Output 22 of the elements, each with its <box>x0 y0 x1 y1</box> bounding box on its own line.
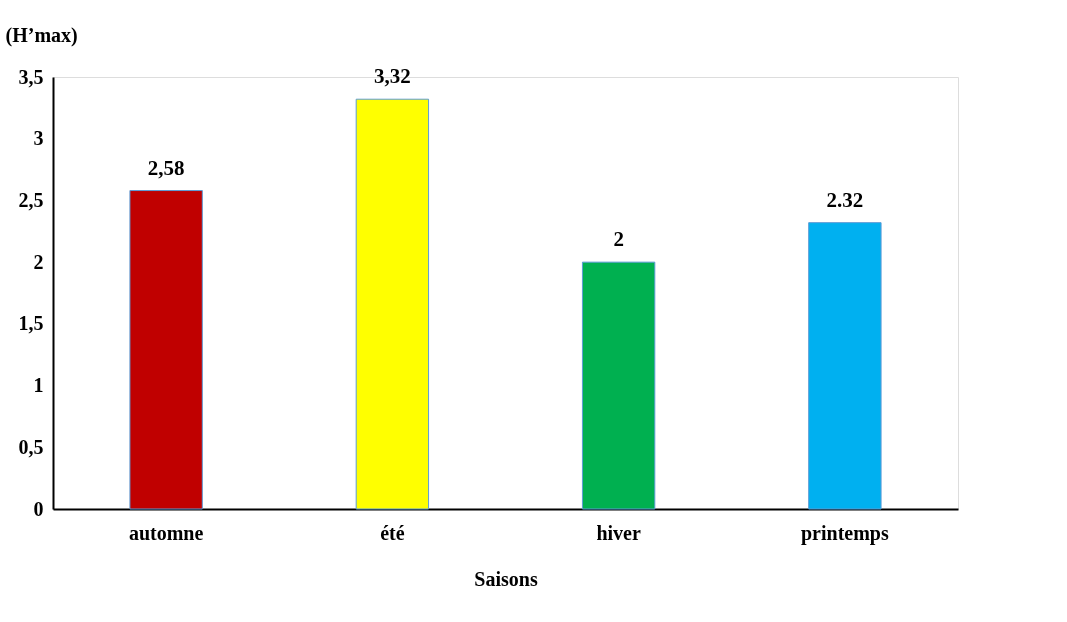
bar <box>808 222 882 510</box>
y-tick-label: 3 <box>33 127 44 150</box>
bar <box>581 261 656 510</box>
bar <box>129 190 203 510</box>
x-axis-title: Saisons <box>474 567 538 590</box>
data-label: 3,32 <box>374 64 411 89</box>
y-tick-label: 0 <box>33 497 44 520</box>
data-label: 2 <box>613 227 624 252</box>
y-tick-label: 2 <box>33 250 44 273</box>
y-tick-label: 3,5 <box>18 65 44 88</box>
y-axis-title: (H’max) <box>5 23 78 47</box>
x-tick-label: automne <box>128 521 204 544</box>
data-label: 2.32 <box>826 187 864 212</box>
y-tick-label: 0,5 <box>18 435 44 458</box>
y-tick-label: 1 <box>33 374 44 397</box>
data-label: 2,58 <box>147 155 185 180</box>
x-tick-label: hiver <box>596 521 641 544</box>
y-tick-label: 2,5 <box>18 188 44 211</box>
bar <box>355 98 430 510</box>
y-tick-label: 1,5 <box>18 312 44 335</box>
x-tick-label: été <box>380 521 405 544</box>
x-tick-label: printemps <box>800 521 889 545</box>
